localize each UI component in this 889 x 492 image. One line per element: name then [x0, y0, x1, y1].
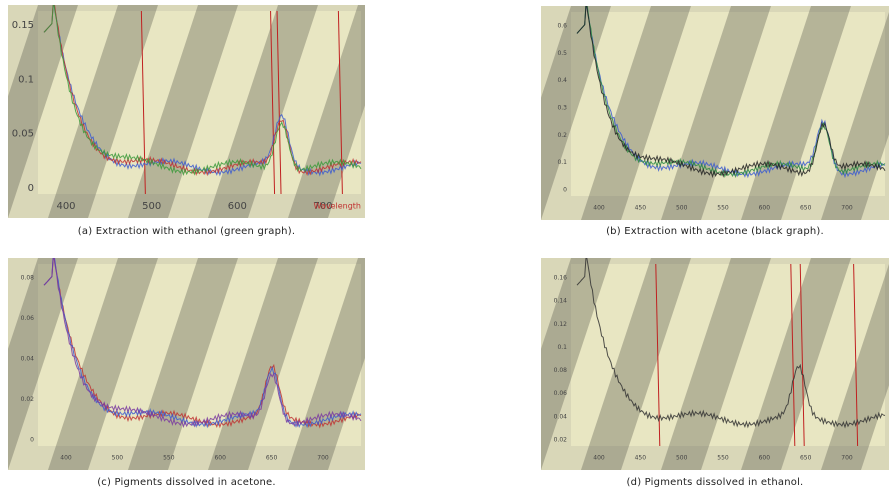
x-tick-label: 550	[717, 205, 729, 212]
marker-line	[799, 263, 805, 447]
x-tick-label: 400	[60, 455, 72, 462]
x-tick-label: 700	[841, 455, 853, 462]
y-tick-label: 0.1	[18, 74, 34, 85]
marker-line	[790, 263, 796, 447]
x-tick-label: 500	[676, 455, 688, 462]
caption: (b) Extraction with acetone (black graph…	[606, 226, 824, 237]
plot-area	[38, 11, 361, 194]
x-tick-label: 400	[56, 201, 75, 212]
y-tick-label: 0.06	[21, 315, 35, 322]
marker-line	[853, 263, 859, 447]
caption: (c) Pigments dissolved in acetone.	[97, 477, 276, 488]
y-tick-label: 0.1	[557, 344, 567, 351]
x-tick-label: 600	[759, 455, 771, 462]
spectrum-curve	[43, 5, 362, 177]
caption: (d) Pigments dissolved in ethanol.	[626, 477, 804, 488]
y-tick-label: 0.14	[554, 298, 568, 305]
x-tick-label: 500	[112, 455, 124, 462]
shadow-stripe	[128, 258, 238, 470]
marker-line	[655, 263, 661, 447]
shadow-stripe	[541, 258, 611, 470]
y-tick-label: 0.05	[12, 129, 34, 140]
shadow-stripe	[661, 258, 771, 470]
shadow-stripe	[581, 6, 691, 220]
plot-area	[571, 264, 885, 446]
shadow-stripe	[208, 5, 318, 218]
spectrum-photo: 0.08 0.06 0.04 0.02 0 400 500 550 600 650 700	[8, 258, 365, 470]
y-tick-label: 0.15	[12, 20, 34, 31]
x-tick-label: 650	[800, 205, 812, 212]
marker-line	[270, 10, 276, 195]
y-tick-label: 0.5	[557, 50, 567, 57]
y-tick-label: 0.6	[557, 23, 567, 30]
y-tick-label: 0.08	[21, 275, 35, 282]
x-tick-label: 650	[800, 455, 812, 462]
y-tick-label: 0.16	[554, 275, 568, 282]
y-tick-label: 0.4	[557, 77, 567, 84]
plot-area	[38, 264, 361, 446]
x-axis-label: Wavelength	[314, 202, 361, 211]
marker-line	[276, 10, 282, 195]
shadow-stripe	[581, 258, 691, 470]
shadow-stripe	[741, 258, 851, 470]
shadow-stripe	[48, 258, 158, 470]
shadow-stripe	[208, 258, 318, 470]
shadow-stripe	[8, 258, 78, 470]
x-tick-label: 450	[635, 455, 647, 462]
x-tick-label: 700	[841, 205, 853, 212]
shadow-stripe	[128, 5, 238, 218]
spectrum-curve	[43, 258, 362, 429]
spectrum-photo: 0.16 0.14 0.12 0.1 0.08 0.06 0.04 0.02 400 450 500…	[541, 258, 889, 470]
x-tick-label: 600	[214, 455, 226, 462]
y-tick-label: 0	[563, 187, 567, 194]
y-tick-label: 0.04	[554, 413, 568, 420]
plot-area	[571, 12, 885, 196]
x-tick-label: 400	[593, 205, 605, 212]
spectrum-curve	[576, 258, 886, 429]
shadow-stripe	[541, 6, 611, 220]
shadow-stripe	[288, 258, 365, 470]
y-tick-label: 0	[28, 183, 34, 194]
y-tick-label: 0.06	[554, 390, 568, 397]
shadow-stripe	[288, 5, 365, 218]
x-tick-label: 650	[266, 455, 278, 462]
y-tick-label: 0.3	[557, 105, 567, 112]
y-tick-label: 0.08	[554, 367, 568, 374]
y-tick-label: 0.02	[21, 396, 35, 403]
caption: (a) Extraction with ethanol (green graph…	[77, 226, 296, 237]
x-tick-label: 500	[142, 201, 161, 212]
spectrum-photo: 0.6 0.5 0.4 0.3 0.2 0.1 0 400 450 500 550 600 650 700	[541, 6, 889, 220]
shadow-stripe	[8, 5, 78, 218]
y-tick-label: 0.02	[554, 437, 568, 444]
x-tick-label: 450	[635, 205, 647, 212]
x-tick-label: 400	[593, 455, 605, 462]
x-tick-label: 700	[313, 201, 332, 212]
y-tick-label: 0.1	[557, 159, 567, 166]
y-tick-label: 0.04	[21, 356, 35, 363]
y-tick-label: 0.2	[557, 132, 567, 139]
x-tick-label: 550	[163, 455, 175, 462]
y-tick-label: 0.12	[554, 321, 568, 328]
x-tick-label: 600	[759, 205, 771, 212]
x-tick-label: 550	[717, 455, 729, 462]
y-tick-label: 0	[30, 437, 34, 444]
spectrum-curve	[576, 6, 886, 179]
x-tick-label: 500	[676, 205, 688, 212]
shadow-stripe	[48, 5, 158, 218]
x-tick-label: 700	[317, 455, 329, 462]
x-tick-label: 600	[228, 201, 247, 212]
